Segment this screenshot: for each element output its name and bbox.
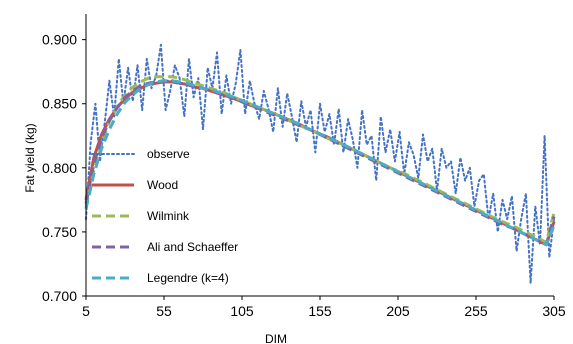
legend: observe Wood Wilmink Ali and Schaeffer Legen… — [91, 147, 238, 285]
plot-lines — [84, 43, 556, 285]
x-ticks: 5 55 105 155 205 255 305 — [82, 296, 566, 319]
y-ticks: 0.700 0.750 0.800 0.850 0.900 — [42, 32, 86, 304]
legend-label-wood: Wood — [147, 178, 178, 192]
y-tick-label: 0.700 — [42, 288, 77, 304]
series-line-legendre-k-4 — [84, 79, 556, 247]
y-tick-label: 0.800 — [42, 160, 77, 176]
series-line-observe — [85, 43, 555, 285]
x-tick-label: 155 — [308, 303, 332, 319]
y-tick-label: 0.850 — [42, 96, 77, 112]
x-axis-title: DIM — [265, 332, 287, 344]
x-tick-label: 305 — [542, 303, 566, 319]
legend-label-wilmink: Wilmink — [147, 209, 190, 223]
legend-label-legendre-k-4: Legendre (k=4) — [147, 271, 229, 285]
x-tick-label: 255 — [464, 303, 488, 319]
legend-label-ali-and-schaeffer: Ali and Schaeffer — [147, 240, 238, 254]
x-tick-label: 5 — [82, 303, 90, 319]
x-tick-label: 105 — [230, 303, 254, 319]
y-tick-label: 0.900 — [42, 32, 77, 48]
x-tick-label: 55 — [156, 303, 172, 319]
y-axis-title: Fat yield (kg) — [23, 123, 37, 192]
y-tick-label: 0.750 — [42, 224, 77, 240]
legend-label-observe: observe — [147, 147, 190, 161]
x-tick-label: 205 — [386, 303, 410, 319]
